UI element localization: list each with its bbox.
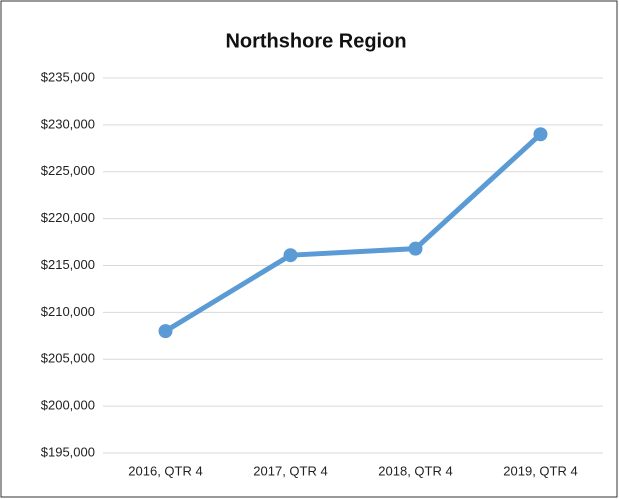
y-tick-label: $200,000: [41, 398, 95, 413]
marker: [408, 241, 423, 256]
marker: [533, 127, 548, 142]
chart-title: Northshore Region: [225, 30, 406, 52]
marker: [283, 248, 298, 263]
x-tick-label: 2016, QTR 4: [128, 463, 202, 478]
line: [163, 131, 543, 334]
y-tick-label: $205,000: [41, 351, 95, 366]
marker: [158, 324, 173, 339]
y-tick-label: $225,000: [41, 163, 95, 178]
y-tick-label: $230,000: [41, 116, 95, 131]
y-tick-label: $215,000: [41, 257, 95, 272]
x-tick-label: 2017, QTR 4: [253, 463, 327, 478]
x-tick-label: 2019, QTR 4: [503, 463, 577, 478]
y-tick-label: $195,000: [41, 444, 95, 459]
y-tick-label: $210,000: [41, 304, 95, 319]
x-tick-label: 2018, QTR 4: [378, 463, 452, 478]
y-tick-label: $220,000: [41, 210, 95, 225]
y-tick-label: $235,000: [41, 69, 95, 84]
